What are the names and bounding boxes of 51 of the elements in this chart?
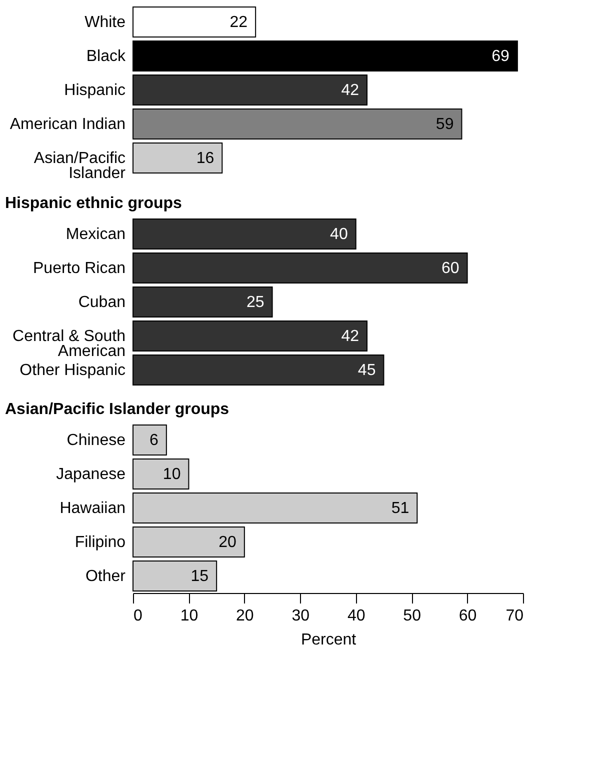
y-tick-label: Central & South American <box>12 328 126 360</box>
x-tick-label: 30 <box>292 608 310 624</box>
x-tick-label: 0 <box>134 608 142 624</box>
bar <box>132 320 368 352</box>
data-label: 51 <box>391 500 410 517</box>
bar <box>132 218 356 250</box>
y-tick-label: Other Hispanic <box>20 362 126 379</box>
chart-title: Asian/Pacific Islander groups <box>5 401 230 418</box>
data-label: 6 <box>150 432 159 449</box>
data-label: 16 <box>196 150 214 167</box>
data-label: 15 <box>190 568 209 585</box>
data-label: 42 <box>341 328 360 345</box>
y-tick-label: American Indian <box>10 116 126 133</box>
y-tick-label: Filipino <box>74 534 126 551</box>
y-tick-label: Chinese <box>66 432 126 449</box>
data-label: 42 <box>341 82 360 99</box>
y-tick-label: Other <box>85 568 126 585</box>
bar <box>132 6 256 38</box>
x-tick-label: 60 <box>458 608 477 624</box>
y-tick-label: Hawaiian <box>60 500 126 517</box>
x-tick-label: 40 <box>347 608 366 624</box>
data-label: 59 <box>436 116 454 133</box>
x-axis-title: Percent <box>300 632 357 648</box>
data-label: 10 <box>162 466 181 483</box>
x-tick-label: 70 <box>506 608 524 624</box>
bar <box>132 354 384 386</box>
bar <box>132 286 273 318</box>
x-tick-label: 10 <box>180 608 198 624</box>
data-label: 45 <box>358 362 376 379</box>
data-label: 20 <box>218 534 237 551</box>
y-tick-label: Cuban <box>78 294 126 311</box>
bar <box>132 40 518 72</box>
y-tick-label: White <box>84 14 126 31</box>
y-tick-label: Puerto Rican <box>33 260 126 277</box>
y-tick-label: Black <box>86 48 126 65</box>
chart-title: Hispanic ethnic groups <box>5 195 182 212</box>
y-tick-label: Asian/Pacific Islander <box>34 150 126 182</box>
data-label: 22 <box>230 14 248 31</box>
bar <box>132 252 468 284</box>
x-tick-label: 20 <box>236 608 254 624</box>
data-label: 60 <box>441 260 460 277</box>
x-tick-label: 50 <box>403 608 422 624</box>
y-tick-label: Hispanic <box>64 82 126 99</box>
y-tick-label: Japanese <box>56 466 126 483</box>
data-label: 40 <box>330 226 348 243</box>
bar <box>132 142 223 174</box>
bar <box>132 108 462 140</box>
data-label: 25 <box>246 294 264 311</box>
y-tick-label: Mexican <box>66 226 126 243</box>
bar <box>132 74 368 106</box>
data-label: 69 <box>492 48 510 65</box>
